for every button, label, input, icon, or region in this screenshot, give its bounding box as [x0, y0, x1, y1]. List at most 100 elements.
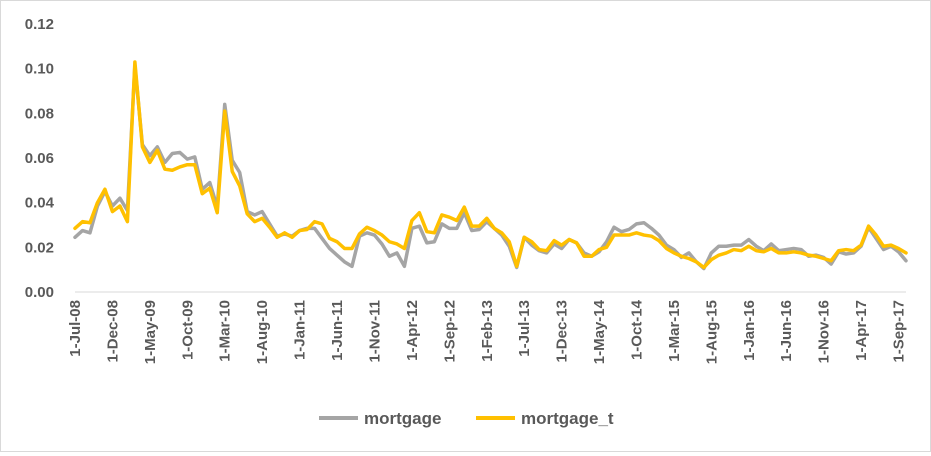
data-point [807, 254, 810, 257]
data-point [732, 244, 735, 247]
data-point [545, 249, 548, 252]
data-point [620, 233, 623, 236]
data-point [792, 250, 795, 253]
data-point [597, 248, 600, 251]
data-point [463, 206, 466, 209]
data-point [830, 262, 833, 265]
data-point [261, 217, 264, 220]
data-point [687, 251, 690, 254]
data-point [448, 227, 451, 230]
data-point [81, 229, 84, 232]
legend-label-mortgage: mortgage [364, 409, 441, 428]
legend-item-mortgage: mortgage [319, 409, 441, 428]
data-point [770, 247, 773, 250]
data-point [298, 229, 301, 232]
data-point [193, 155, 196, 158]
data-point [133, 60, 136, 63]
data-point [755, 249, 758, 252]
data-point [822, 257, 825, 260]
data-point [73, 236, 76, 239]
data-point [425, 241, 428, 244]
data-point [418, 211, 421, 214]
series-mortgage [73, 63, 908, 271]
data-point [650, 227, 653, 230]
y-tick-label: 0.06 [25, 150, 54, 167]
data-point [800, 248, 803, 251]
data-point [845, 248, 848, 251]
data-point [582, 255, 585, 258]
data-point [365, 231, 368, 234]
legend-label-mortgage-t: mortgage_t [521, 409, 614, 428]
data-point [96, 201, 99, 204]
data-point [800, 251, 803, 254]
x-tick-label: 1-Feb-13 [479, 300, 496, 362]
data-point [815, 255, 818, 258]
data-point [665, 247, 668, 250]
data-point [493, 227, 496, 230]
y-tick-label: 0.10 [25, 61, 54, 78]
x-tick-label: 1-Dec-13 [554, 300, 571, 363]
data-point [395, 251, 398, 254]
x-tick-label: 1-Jan-11 [292, 300, 309, 360]
data-point [523, 236, 526, 239]
data-point [747, 238, 750, 241]
data-point [328, 237, 331, 240]
data-point [620, 230, 623, 233]
data-point [111, 210, 114, 213]
data-point [268, 226, 271, 229]
data-point [710, 258, 713, 261]
data-point [440, 222, 443, 225]
data-point [777, 251, 780, 254]
data-point [785, 251, 788, 254]
data-point [171, 169, 174, 172]
x-tick-label: 1-Nov-11 [366, 300, 383, 363]
data-point [208, 187, 211, 190]
legend: mortgage mortgage_t [319, 409, 614, 428]
data-point [680, 255, 683, 258]
data-point [403, 265, 406, 268]
data-point [208, 181, 211, 184]
data-point [418, 225, 421, 228]
data-point [904, 251, 907, 254]
data-point [291, 236, 294, 239]
data-point [81, 220, 84, 223]
series-line-mortgage [73, 63, 908, 271]
data-point [762, 250, 765, 253]
data-point [792, 247, 795, 250]
data-point [867, 225, 870, 228]
data-point [141, 145, 144, 148]
data-point [590, 255, 593, 258]
data-point [627, 228, 630, 231]
x-tick-label: 1-May-14 [591, 299, 608, 364]
data-point [448, 216, 451, 219]
data-point [612, 226, 615, 229]
data-point [186, 163, 189, 166]
data-point [882, 248, 885, 251]
data-point [672, 251, 675, 254]
data-point [470, 229, 473, 232]
data-point [403, 247, 406, 250]
series-layer [73, 60, 908, 271]
data-point [335, 240, 338, 243]
data-point [687, 257, 690, 260]
data-point [478, 225, 481, 228]
series-mortgage-t [73, 60, 908, 270]
data-point [313, 227, 316, 230]
data-point [305, 228, 308, 231]
data-point [373, 229, 376, 232]
x-tick-label: 1-Aug-10 [254, 300, 271, 364]
data-point [395, 242, 398, 245]
data-point [238, 184, 241, 187]
data-point [320, 237, 323, 240]
data-point [575, 241, 578, 244]
data-point [126, 220, 129, 223]
data-point [343, 260, 346, 263]
data-point [553, 239, 556, 242]
y-axis-ticks: 0.00 0.02 0.04 0.06 0.08 0.10 0.12 [25, 16, 55, 301]
data-point [193, 163, 196, 166]
data-point [433, 231, 436, 234]
x-tick-label: 1-Jul-13 [516, 300, 533, 357]
data-point [103, 188, 106, 191]
data-point [335, 254, 338, 257]
